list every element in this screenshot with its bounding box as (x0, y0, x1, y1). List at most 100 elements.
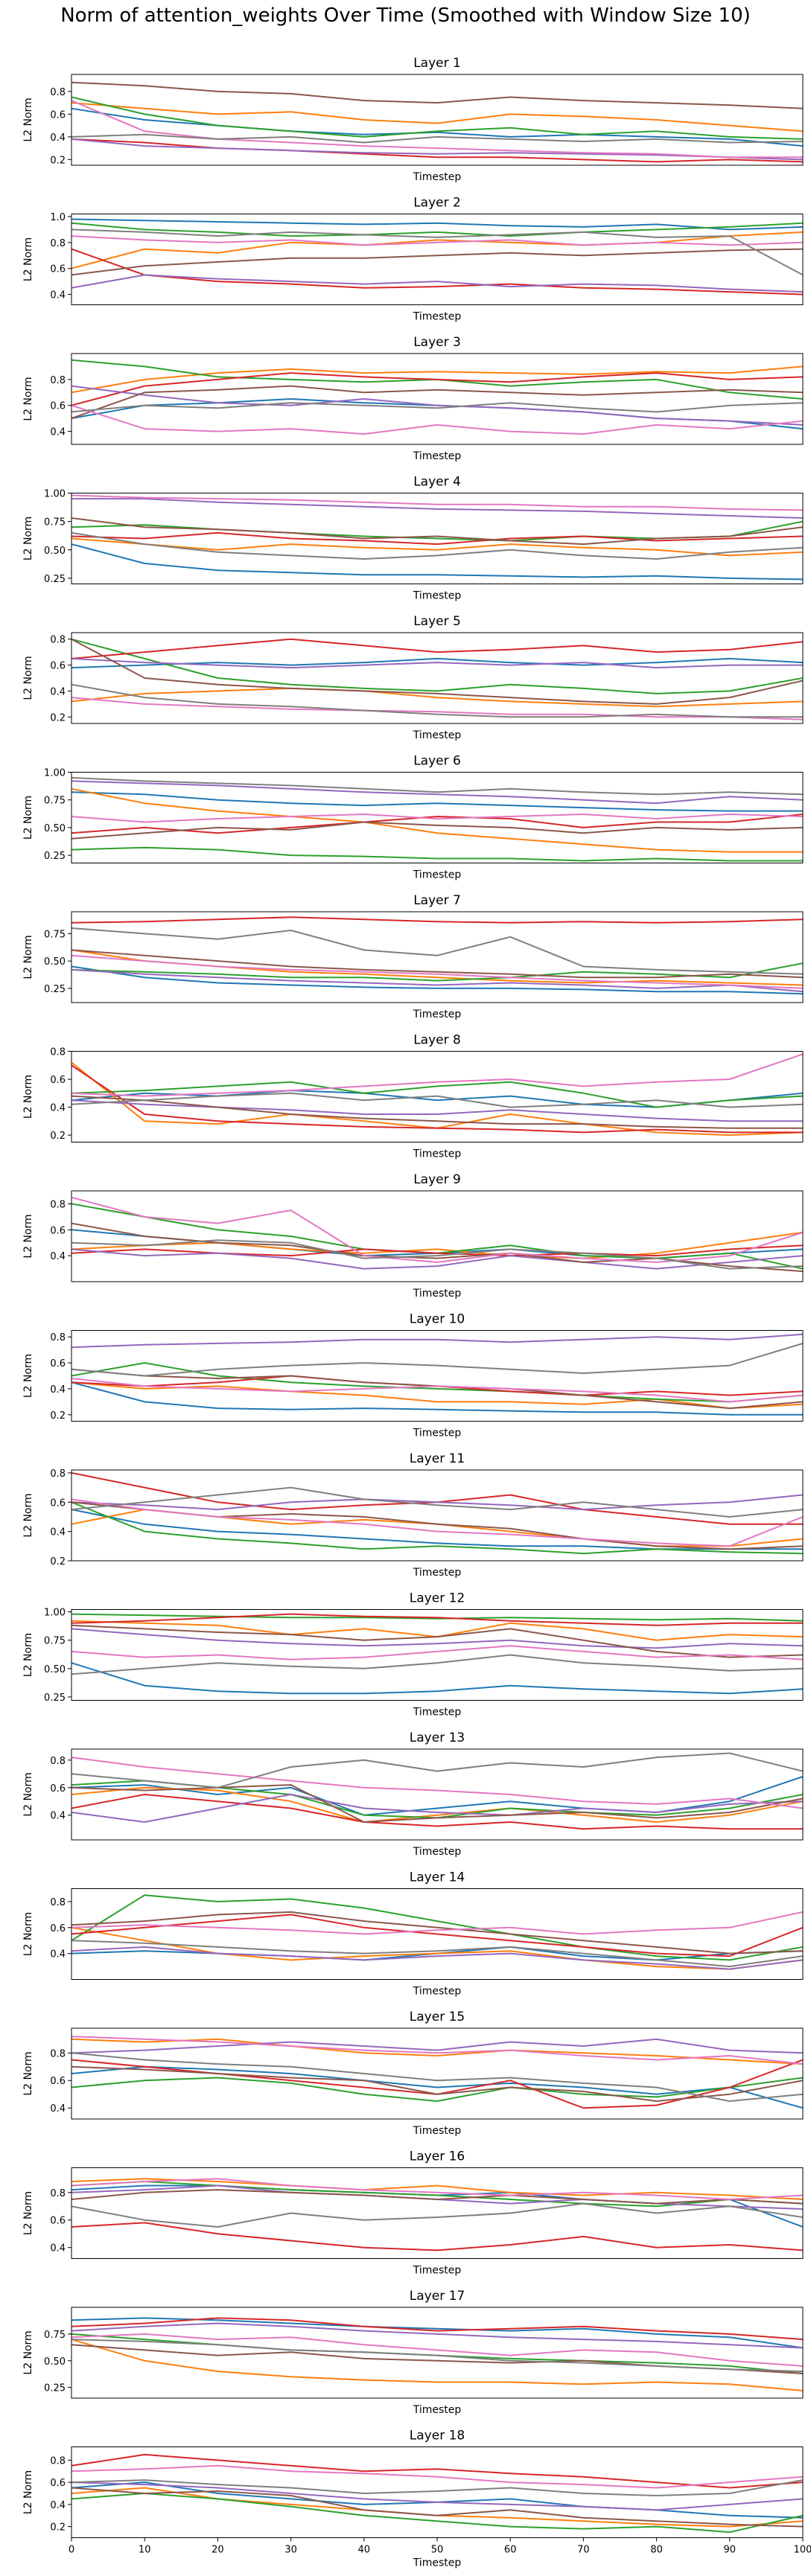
plot-frame (71, 2028, 803, 2119)
series-line-2 (71, 2039, 803, 2064)
y-tick-label: 0.8 (50, 2188, 66, 2199)
y-tick-label: 0.4 (50, 132, 66, 144)
series-line-7 (71, 1757, 803, 1808)
series-line-6 (71, 1502, 803, 1549)
series-line-3 (71, 848, 803, 861)
subplot-layer-16: Layer 16 0.4 0.6 0.8 Timestep L2 Norm (22, 2150, 803, 2277)
subplot-title: Layer 11 (410, 1451, 465, 1466)
series-line-7 (71, 1054, 803, 1096)
x-tick-label: 50 (431, 2545, 444, 2556)
subplot-title: Layer 4 (413, 475, 461, 490)
x-tick-label: 40 (358, 2545, 371, 2556)
y-tick-label: 0.6 (50, 2216, 66, 2227)
subplot-layer-13: Layer 13 0.4 0.6 0.8 Timestep L2 Norm (22, 1730, 803, 1858)
series-line-7 (71, 1378, 803, 1402)
y-tick-label: 0.75 (44, 796, 66, 807)
x-axis-label: Timestep (413, 869, 462, 881)
y-tick-label: 0.6 (50, 1225, 66, 1236)
y-tick-label: 0.2 (50, 155, 66, 166)
y-axis-label: L2 Norm (22, 2191, 34, 2235)
y-tick-label: 0.6 (50, 109, 66, 121)
y-tick-label: 0.75 (44, 2330, 66, 2341)
series-line-1 (71, 1777, 803, 1815)
series-line-5 (71, 1629, 803, 1648)
y-tick-label: 0.8 (50, 87, 66, 98)
x-tick-label: 90 (724, 2545, 737, 2556)
y-tick-label: 0.2 (50, 712, 66, 723)
series-line-1 (71, 1509, 803, 1549)
series-line-2 (71, 1788, 803, 1822)
subplot-layer-3: Layer 30.40.60.8TimestepL2 Norm (22, 335, 803, 462)
x-tick-label: 70 (577, 2545, 590, 2556)
x-axis-label: Timestep (413, 2265, 462, 2277)
y-tick-label: 0.2 (50, 1131, 66, 1142)
subplot-title: Layer 12 (410, 1591, 465, 1606)
subplot-layer-4: Layer 4 0.25 0.50 0.75 1.00 Timestep L2 Norm (22, 475, 803, 602)
series-line-2 (71, 103, 803, 131)
series-line-8 (71, 1655, 803, 1675)
series-line-1 (71, 1663, 803, 1693)
x-axis-label: Timestep (413, 1009, 462, 1020)
plot-frame (71, 1191, 803, 1282)
x-axis-label: Timestep (413, 2125, 462, 2137)
y-tick-label: 0.6 (50, 661, 66, 672)
subplot-layer-9: Layer 90.40.60.8TimestepL2 Norm (22, 1172, 803, 1300)
y-tick-label: 0.8 (50, 375, 66, 386)
x-tick-label: 30 (284, 2545, 297, 2556)
plot-frame (71, 633, 803, 723)
x-axis-label: Timestep (413, 171, 462, 183)
series-line-8 (71, 928, 803, 974)
subplot-title: Layer 17 (410, 2289, 465, 2304)
y-axis-label: L2 Norm (22, 98, 34, 141)
subplot-title: Layer 3 (413, 335, 461, 350)
y-tick-label: 0.50 (44, 823, 66, 834)
x-axis-label: Timestep (413, 1148, 462, 1160)
y-tick-label: 0.50 (44, 2356, 66, 2368)
y-tick-label: 0.25 (44, 851, 66, 862)
y-tick-label: 1.00 (44, 1608, 66, 1619)
series-line-2 (71, 2179, 803, 2199)
y-tick-label: 0.6 (50, 2076, 66, 2087)
y-tick-label: 0.4 (50, 686, 66, 697)
y-tick-label: 0.4 (50, 1384, 66, 1396)
y-axis-label: L2 Norm (22, 2051, 34, 2095)
y-axis-label: L2 Norm (22, 656, 34, 700)
series-line-8 (71, 2204, 803, 2227)
x-axis-label: Timestep (413, 1707, 462, 1719)
y-tick-label: 0.2 (50, 1556, 66, 1567)
subplot-layer-15: Layer 150.40.60.8TimestepL2 Norm (22, 2010, 803, 2137)
subplot-title: Layer 15 (410, 2010, 465, 2024)
y-tick-label: 0.50 (44, 546, 66, 557)
y-tick-label: 0.50 (44, 1664, 66, 1675)
y-axis-label: L2 Norm (22, 1772, 34, 1816)
y-tick-label: 0.8 (50, 1047, 66, 1058)
y-axis-label: L2 Norm (22, 1633, 34, 1677)
y-tick-label: 0.4 (50, 2243, 66, 2254)
y-tick-label: 1.0 (50, 212, 66, 223)
subplot-layer-18: Layer 18 0.2 0.4 0.6 0.8 0 10 20 30 40 50 60 70 80 90 1… (22, 2429, 811, 2569)
series-line-7 (71, 1499, 803, 1546)
x-axis-label: Timestep (413, 729, 462, 741)
series-line-2 (71, 539, 803, 556)
y-axis-label: L2 Norm (22, 796, 34, 840)
y-axis-label: L2 Norm (22, 935, 34, 979)
x-axis-label: Timestep (413, 311, 462, 323)
y-tick-label: 0.6 (50, 264, 66, 275)
subplot-layer-7: Layer 70.250.500.75TimestepL2 Norm (22, 893, 803, 1020)
series-line-6 (71, 83, 803, 109)
series-line-7 (71, 1646, 803, 1659)
y-tick-label: 0.4 (50, 290, 66, 301)
subplot-layer-12: Layer 120.250.500.751.00TimestepL2 Norm (22, 1591, 803, 1719)
y-tick-label: 0.2 (50, 1410, 66, 1422)
series-line-6 (71, 2345, 803, 2374)
series-line-4 (71, 639, 803, 659)
y-axis-label: L2 Norm (22, 1912, 34, 1956)
x-axis-label: Timestep (413, 1846, 462, 1858)
y-axis-label: L2 Norm (22, 2330, 34, 2374)
y-axis-label: L2 Norm (22, 1354, 34, 1398)
series-line-5 (71, 1495, 803, 1510)
subplot-title: Layer 6 (413, 754, 461, 769)
x-axis-label: Timestep (413, 450, 462, 462)
y-tick-label: 0.4 (50, 1251, 66, 1262)
y-tick-label: 1.00 (44, 489, 66, 500)
